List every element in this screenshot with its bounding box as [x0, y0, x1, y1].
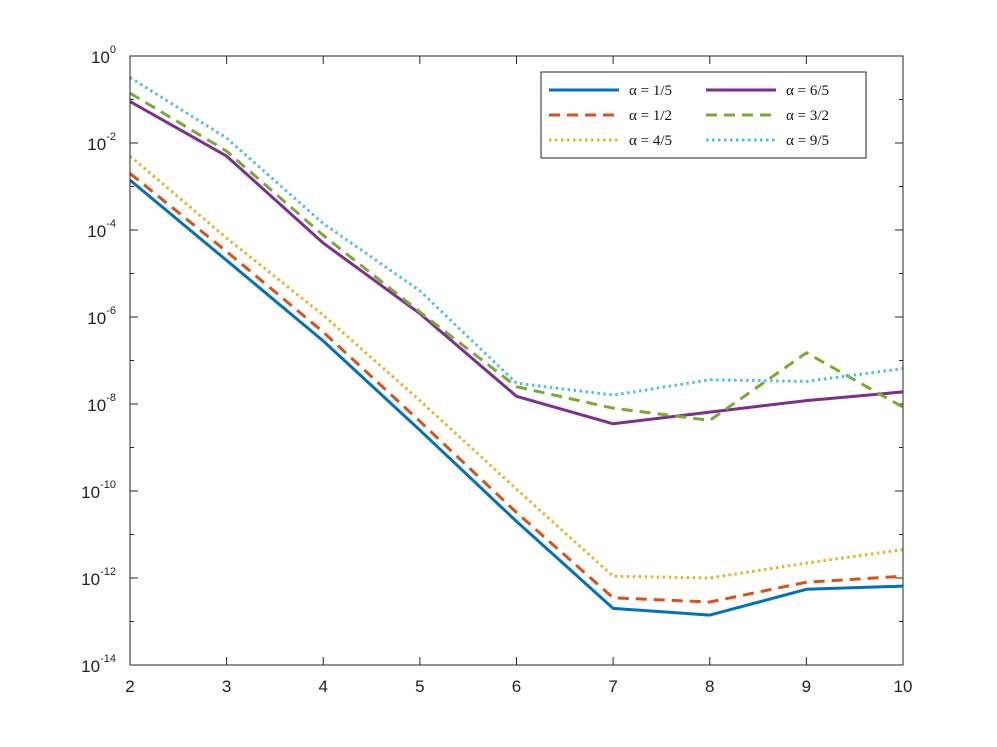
y-tick-base: 10 [81, 483, 100, 502]
x-tick-label: 3 [222, 677, 231, 696]
y-tick-exponent: -10 [100, 479, 116, 491]
x-tick-label: 5 [415, 677, 424, 696]
x-tick-label: 2 [125, 677, 134, 696]
y-tick-base: 10 [87, 135, 106, 154]
legend-label: α = 9/5 [786, 133, 829, 149]
y-tick-base: 10 [91, 48, 110, 67]
plot-frame [129, 55, 904, 666]
legend-label: α = 4/5 [629, 133, 672, 149]
axis-tick-labels: 2 3 4 5 6 7 8 9 1010010-210-410-610-810-1010-121… [81, 44, 912, 696]
series-line-5 [129, 91, 904, 422]
y-tick-base: 10 [87, 309, 106, 328]
y-tick-base: 10 [87, 396, 106, 415]
series-line-3 [129, 154, 904, 580]
y-tick-exponent: 0 [110, 44, 116, 56]
y-tick-label: 10-4 [87, 218, 116, 241]
y-tick-label: 10-10 [81, 479, 116, 502]
legend-label: α = 1/5 [629, 83, 672, 99]
legend-label: α = 1/2 [629, 108, 672, 124]
y-tick-exponent: -4 [106, 218, 116, 230]
x-tick-label: 6 [512, 677, 521, 696]
y-tick-label: 100 [91, 44, 116, 67]
series-line-2 [129, 172, 904, 604]
legend: α = 1/5 α = 1/2 α = 4/5 α = 6/5 α = 3/2 α = 9… [540, 71, 867, 159]
x-tick-label: 7 [608, 677, 617, 696]
y-tick-label: 10-12 [81, 566, 116, 589]
y-tick-base: 10 [81, 570, 100, 589]
x-tick-label: 9 [802, 677, 811, 696]
series-lines [129, 76, 904, 617]
y-tick-exponent: -12 [100, 566, 116, 578]
series-line-6 [129, 76, 904, 397]
y-tick-base: 10 [81, 657, 100, 676]
x-tick-label: 8 [705, 677, 714, 696]
x-tick-label: 4 [319, 677, 328, 696]
legend-label: α = 3/2 [786, 108, 829, 124]
y-tick-exponent: -8 [106, 392, 116, 404]
y-tick-label: 10-8 [87, 392, 116, 415]
y-tick-exponent: -6 [106, 305, 116, 317]
y-tick-exponent: -14 [100, 653, 116, 665]
y-tick-label: 10-14 [81, 653, 116, 676]
x-tick-label: 10 [894, 677, 913, 696]
series-line-4 [129, 100, 904, 426]
y-tick-base: 10 [87, 222, 106, 241]
legend-label: α = 6/5 [786, 83, 829, 99]
y-tick-label: 10-2 [87, 131, 116, 154]
y-tick-exponent: -2 [106, 131, 116, 143]
series-line-1 [129, 178, 904, 617]
y-tick-label: 10-6 [87, 305, 116, 328]
